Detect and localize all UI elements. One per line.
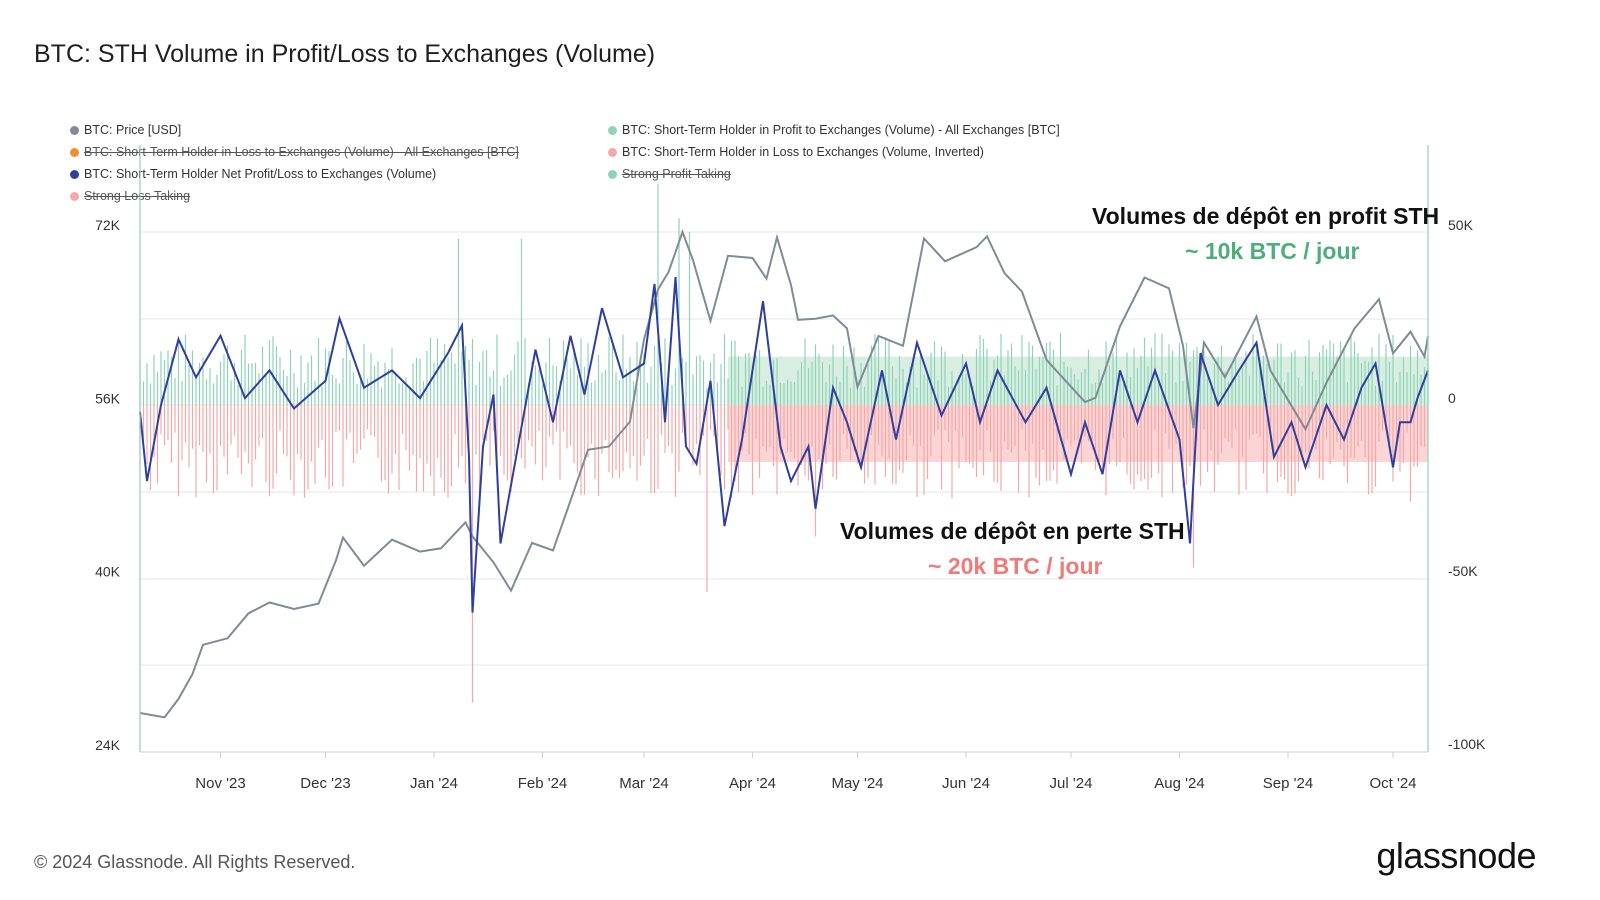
legend-item-price[interactable]: BTC: Price [USD]	[70, 123, 181, 137]
legend-label: BTC: Short-Term Holder Net Profit/Loss t…	[84, 167, 437, 181]
legend-item-loss-volume[interactable]: BTC: Short-Term Holder in Loss to Exchan…	[70, 145, 519, 159]
glassnode-logo: glassnode	[1376, 835, 1536, 876]
left-axis-tick-label: 40K	[95, 564, 121, 580]
legend-dot-icon	[70, 125, 79, 135]
left-axis-tick-label: 24K	[95, 737, 121, 753]
right-axis-tick-label: 50K	[1448, 217, 1474, 233]
legend-dot-icon	[608, 147, 617, 157]
profit-annotation-title: Volumes de dépôt en profit STH	[1092, 203, 1440, 229]
net-line	[139, 276, 1429, 613]
right-axis-tick-label: -100K	[1448, 736, 1486, 752]
legend-label: BTC: Short-Term Holder in Loss to Exchan…	[84, 145, 519, 159]
volume-bars	[139, 183, 1429, 703]
price-line	[139, 229, 1429, 719]
x-axis-tick-label: Sep '24	[1263, 775, 1313, 792]
legend-item-strong-loss[interactable]: Strong Loss Taking	[70, 189, 190, 203]
left-axis-tick-label: 56K	[95, 390, 121, 406]
x-axis-tick-label: May '24	[831, 775, 883, 792]
left-axis-tick-label: 72K	[95, 217, 121, 233]
legend-dot-icon	[608, 169, 617, 179]
profit-annotation-value: ~ 10k BTC / jour	[1185, 238, 1360, 264]
legend-item-strong-profit[interactable]: Strong Profit Taking	[608, 167, 731, 181]
legend-label: BTC: Short-Term Holder in Loss to Exchan…	[622, 145, 984, 159]
legend-label: Strong Profit Taking	[622, 167, 731, 181]
net-series	[139, 276, 1429, 613]
x-axis-tick-label: Feb '24	[518, 775, 568, 792]
price-series	[139, 229, 1429, 719]
legend-label: Strong Loss Taking	[84, 189, 191, 203]
right-axis-tick-label: -50K	[1448, 563, 1478, 579]
x-axis-tick-label: Jan '24	[410, 775, 458, 792]
legend-dot-icon	[70, 169, 79, 179]
x-axis-tick-label: Nov '23	[195, 775, 245, 792]
right-axis-tick-label: 0	[1448, 390, 1456, 406]
legend-label: BTC: Price [USD]	[84, 123, 182, 137]
x-axis-tick-label: Mar '24	[619, 775, 669, 792]
axes: 72K 56K 40K 24K 50K 0 -50K -100K Nov '23 Dec '23 J…	[95, 145, 1486, 792]
legend-dot-icon	[70, 147, 79, 157]
x-axis-tick-label: Aug '24	[1154, 775, 1204, 792]
x-axis-tick-label: Dec '23	[300, 775, 350, 792]
chart-title: BTC: STH Volume in Profit/Loss to Exchan…	[34, 40, 656, 68]
x-axis-tick-label: Jun '24	[942, 775, 990, 792]
chart-plot: 72K 56K 40K 24K 50K 0 -50K -100K Nov '23 Dec '23 J…	[95, 145, 1486, 792]
legend-dot-icon	[608, 125, 617, 135]
legend-dot-icon	[70, 191, 79, 201]
grid	[140, 231, 1428, 666]
copyright-footer: © 2024 Glassnode. All Rights Reserved.	[34, 852, 356, 872]
legend-item-net[interactable]: BTC: Short-Term Holder Net Profit/Loss t…	[70, 167, 436, 181]
legend-item-profit-volume[interactable]: BTC: Short-Term Holder in Profit to Exch…	[608, 123, 1060, 137]
x-axis-tick-label: Apr '24	[729, 775, 776, 792]
loss-annotation-value: ~ 20k BTC / jour	[928, 553, 1103, 579]
x-axis-tick-label: Jul '24	[1050, 775, 1093, 792]
legend-label: BTC: Short-Term Holder in Profit to Exch…	[622, 123, 1060, 137]
legend-item-loss-inverted[interactable]: BTC: Short-Term Holder in Loss to Exchan…	[608, 145, 984, 159]
x-axis-tick-label: Oct '24	[1369, 775, 1416, 792]
loss-annotation-title: Volumes de dépôt en perte STH	[840, 518, 1185, 544]
